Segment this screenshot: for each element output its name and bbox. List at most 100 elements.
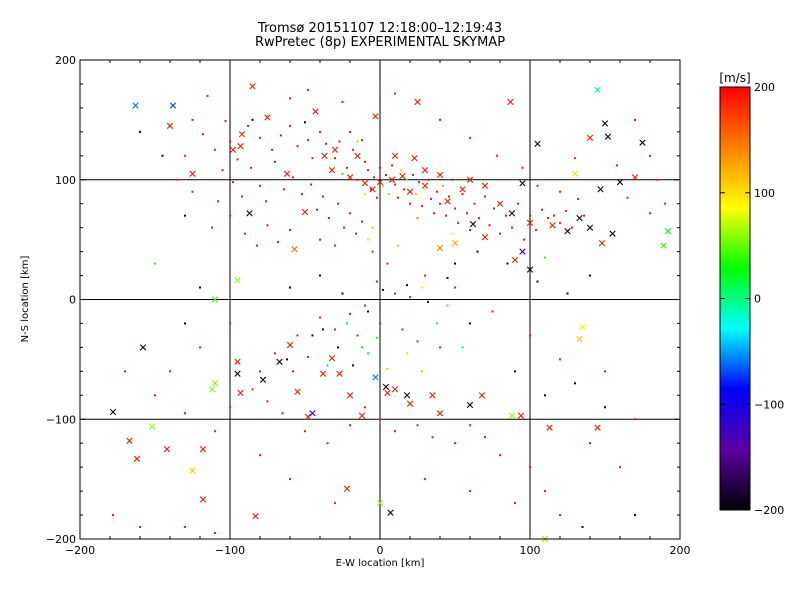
data-point-dot [319,274,321,277]
data-point-cross [208,386,216,393]
data-point-dot [544,490,546,493]
data-point-cross [496,200,504,207]
data-point-cross [163,445,171,453]
data-point-cross [399,172,406,180]
data-point-dot [454,207,456,210]
data-point-dot [224,120,227,123]
data-point-dot [364,193,366,196]
data-point-cross [382,383,390,391]
data-point-dot [316,208,318,211]
data-point-dot [386,262,389,265]
data-point-dot [229,140,231,143]
data-point-cross [576,214,583,222]
data-point-dot [385,173,387,176]
data-point-dot [256,244,258,247]
data-point-dot [604,370,606,373]
data-point-dot [445,214,447,217]
data-point-dot [454,442,456,445]
data-point-dot [451,232,453,235]
data-point-dot [442,184,444,187]
data-point-dot [589,274,591,277]
data-point-cross [388,176,396,183]
data-point-dot [337,346,339,349]
chart-subtitle: RwPretec (8p) EXPERIMENTAL SKYMAP [254,35,506,50]
data-point-dot [376,336,378,339]
data-point-cross [469,220,477,228]
data-point-cross [376,499,384,507]
data-point-dot [469,229,471,232]
data-point-dot [322,195,324,198]
data-point-dot [259,454,261,457]
data-point-cross [604,133,612,140]
data-point-dot [424,478,426,481]
data-point-dot [376,196,378,199]
data-point-dot [439,118,441,121]
data-point-dot [259,184,261,187]
data-point-dot [514,502,516,505]
data-point-cross [133,455,141,462]
data-point-cross [238,131,246,138]
data-point-dot [337,202,339,205]
data-point-dot [349,424,351,427]
data-point-dot [214,532,216,535]
data-point-cross [406,400,414,407]
data-point-dot [364,406,366,409]
data-point-dot [634,418,636,421]
data-point-cross [586,134,594,142]
data-point-dot [211,226,213,229]
data-point-cross [478,392,486,399]
data-point-dot [469,424,471,427]
data-point-cross [639,139,646,146]
data-point-cross [328,354,336,362]
data-point-dot [604,406,606,409]
data-point-dot [307,88,309,91]
data-point-dot [382,184,384,187]
chart-title-block: Tromsø 20151107 12:18:00–12:19:43 RwPret… [0,22,760,50]
data-point-dot [446,276,449,279]
data-point-dot [241,195,243,198]
data-point-dot [649,212,651,215]
data-point-dot [311,157,314,160]
colorbar-tick-label: −200 [754,504,784,517]
data-point-dot [356,178,359,181]
data-point-cross [166,122,174,130]
data-point-dot [184,526,186,529]
data-point-dot [616,164,618,167]
data-point-dot [341,100,344,103]
data-point-cross [451,240,459,247]
data-point-cross [519,248,526,255]
data-point-dot [307,355,309,358]
data-point-dot [394,183,396,186]
data-point-dot [274,352,276,355]
data-point-cross [579,323,586,331]
data-point-dot [559,190,561,193]
y-tick-label: −200 [46,533,76,546]
data-point-dot [565,209,567,212]
data-point-dot [626,196,629,199]
data-point-dot [217,200,219,203]
data-point-cross [301,208,309,216]
data-point-cross [616,178,624,186]
data-point-dot [401,328,404,331]
x-tick-label: 100 [520,544,541,557]
data-point-dot [391,164,393,167]
data-point-dot [319,316,321,319]
data-point-cross [601,120,609,127]
data-point-cross [328,166,336,174]
data-point-dot [280,134,282,137]
data-point-dot [574,382,576,385]
y-tick-label: 100 [55,174,76,187]
data-point-dot [191,190,194,193]
data-point-dot [379,166,381,169]
data-point-cross [534,140,541,148]
data-point-cross [132,102,139,109]
data-point-cross [507,98,514,106]
data-point-dot [379,322,381,325]
data-point-cross [211,296,219,303]
data-point-cross [481,182,489,189]
data-point-cross [586,224,594,231]
data-point-dot [214,148,216,151]
data-point-dot [433,212,435,215]
data-point-dot [202,133,204,136]
data-point-cross [369,186,376,193]
